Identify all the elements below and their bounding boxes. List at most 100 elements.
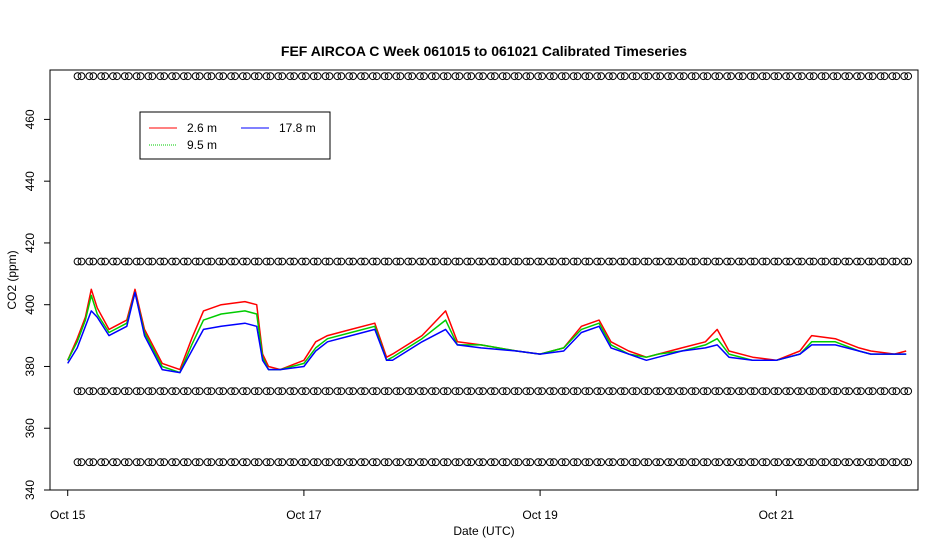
- marker-point: [333, 387, 342, 396]
- marker-point: [73, 387, 82, 396]
- marker-point: [892, 257, 901, 266]
- marker-point: [361, 257, 369, 266]
- marker-point: [408, 387, 417, 396]
- marker-point: [160, 257, 169, 266]
- marker-point: [345, 387, 354, 396]
- marker-point: [349, 72, 358, 81]
- marker-point: [774, 458, 783, 467]
- marker-point: [451, 257, 460, 266]
- marker-point: [455, 458, 464, 467]
- marker-point: [345, 458, 354, 467]
- marker-point: [821, 72, 830, 81]
- marker-point: [833, 257, 842, 266]
- marker-point: [573, 72, 582, 81]
- marker-point: [309, 72, 318, 81]
- marker-point: [490, 257, 499, 266]
- marker-point: [404, 72, 413, 81]
- marker-point: [723, 458, 731, 467]
- marker-point: [774, 387, 783, 396]
- marker-point: [892, 458, 901, 467]
- marker-point: [609, 387, 617, 396]
- marker-point: [534, 72, 542, 81]
- marker-point: [727, 387, 735, 396]
- marker-point: [557, 387, 566, 396]
- trace-9-5m: [67, 291, 907, 374]
- marker-point: [101, 387, 110, 396]
- marker-point: [136, 257, 145, 266]
- marker-point: [384, 458, 393, 467]
- chart-title: FEF AIRCOA C Week 061015 to 061021 Calib…: [281, 43, 687, 59]
- marker-point: [286, 257, 294, 266]
- marker-point: [309, 458, 318, 467]
- marker-point: [522, 458, 531, 467]
- marker-point: [609, 72, 617, 81]
- marker-point: [762, 257, 771, 266]
- marker-point: [853, 72, 861, 81]
- marker-point: [656, 257, 665, 266]
- marker-point: [616, 257, 625, 266]
- marker-point: [427, 458, 436, 467]
- marker-point: [762, 387, 771, 396]
- marker-point: [593, 72, 602, 81]
- marker-point: [880, 458, 889, 467]
- marker-point: [904, 72, 913, 81]
- marker-point: [723, 387, 731, 396]
- marker-point: [101, 72, 110, 81]
- y-tick-label: 360: [23, 418, 37, 438]
- marker-point: [798, 257, 806, 266]
- marker-point: [109, 257, 117, 266]
- marker-point: [408, 257, 417, 266]
- marker-point: [372, 257, 381, 266]
- marker-point: [455, 387, 464, 396]
- y-axis-label: CO2 (ppm): [5, 250, 19, 309]
- marker-point: [242, 72, 251, 81]
- marker-point: [853, 257, 861, 266]
- marker-point: [750, 458, 759, 467]
- marker-point: [467, 458, 476, 467]
- marker-point: [538, 387, 546, 396]
- marker-point: [561, 458, 570, 467]
- marker-point: [183, 458, 192, 467]
- marker-point: [809, 458, 818, 467]
- x-tick-label: Oct 15: [50, 508, 86, 522]
- marker-point: [510, 72, 519, 81]
- marker-point: [640, 257, 649, 266]
- marker-point: [691, 387, 700, 396]
- marker-point: [89, 387, 98, 396]
- marker-point: [278, 257, 287, 266]
- marker-point: [368, 458, 377, 467]
- marker-point: [120, 72, 129, 81]
- marker-point: [227, 458, 235, 467]
- marker-point: [156, 72, 165, 81]
- marker-point: [569, 72, 578, 81]
- marker-point: [168, 387, 176, 396]
- marker-point: [609, 257, 617, 266]
- marker-point: [475, 257, 483, 266]
- marker-point: [372, 458, 381, 467]
- marker-point: [124, 257, 133, 266]
- x-axis-label: Date (UTC): [453, 524, 514, 538]
- marker-point: [427, 72, 436, 81]
- marker-point: [486, 387, 495, 396]
- marker-point: [357, 72, 365, 81]
- y-tick-label: 400: [23, 294, 37, 314]
- marker-point: [876, 72, 885, 81]
- marker-point: [439, 458, 448, 467]
- marker-point: [888, 458, 897, 467]
- marker-point: [207, 72, 216, 81]
- marker-point: [144, 257, 153, 266]
- marker-point: [805, 387, 814, 396]
- marker-point: [868, 72, 877, 81]
- marker-point: [132, 72, 141, 81]
- marker-point: [821, 257, 830, 266]
- marker-point: [431, 257, 440, 266]
- marker-point: [734, 257, 743, 266]
- marker-point: [380, 458, 389, 467]
- legend: 2.6 m 9.5 m 17.8 m: [139, 111, 331, 160]
- marker-point: [561, 387, 570, 396]
- marker-point: [168, 257, 176, 266]
- marker-point: [250, 458, 259, 467]
- marker-point: [632, 72, 641, 81]
- marker-point: [522, 387, 531, 396]
